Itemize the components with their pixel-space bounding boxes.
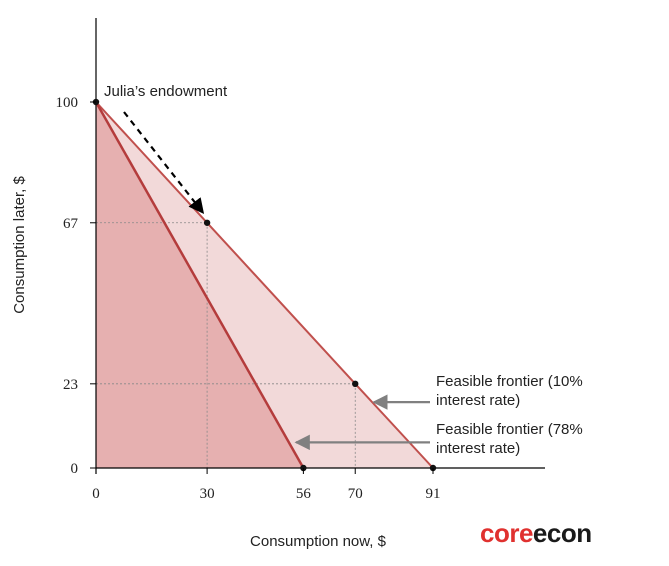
endowment-label: Julia’s endowment <box>104 83 228 100</box>
y-tick-label-0: 0 <box>71 461 79 477</box>
logo-econ: econ <box>532 518 592 548</box>
frontier-point-1 <box>203 219 211 226</box>
x-tick-label-1: 30 <box>200 486 215 502</box>
x-tick-label-2: 56 <box>296 486 312 502</box>
y-tick-label-1: 23 <box>63 377 78 393</box>
y-tick-label-3: 100 <box>56 95 79 111</box>
y-tick-label-2: 67 <box>63 216 79 232</box>
frontier-annotation-1: Feasible frontier (78% interest rate) <box>436 421 583 457</box>
frontier-annotation-0-line-0: Feasible frontier (10% <box>436 373 583 390</box>
frontier-line-78 <box>94 101 305 469</box>
y-axis-label: Consumption later, $ <box>11 176 28 314</box>
x-tick-label-0: 0 <box>92 486 100 502</box>
x-tick-label-3: 70 <box>348 486 363 502</box>
frontier-annotation-0-line-1: interest rate) <box>436 392 520 409</box>
x-axis-label: Consumption now, $ <box>250 533 387 550</box>
coreecon-logo: coreecon <box>480 518 592 549</box>
frontier-line-10 <box>95 101 434 469</box>
frontier-annotation-0: Feasible frontier (10% interest rate) <box>436 373 583 409</box>
x-tick-label-4: 91 <box>426 486 441 502</box>
frontier-point-2 <box>352 380 359 388</box>
frontier-annotation-1-line-0: Feasible frontier (78% <box>436 421 583 438</box>
frontier-annotation-1-line-1: interest rate) <box>436 440 520 457</box>
logo-core: core <box>480 518 533 548</box>
